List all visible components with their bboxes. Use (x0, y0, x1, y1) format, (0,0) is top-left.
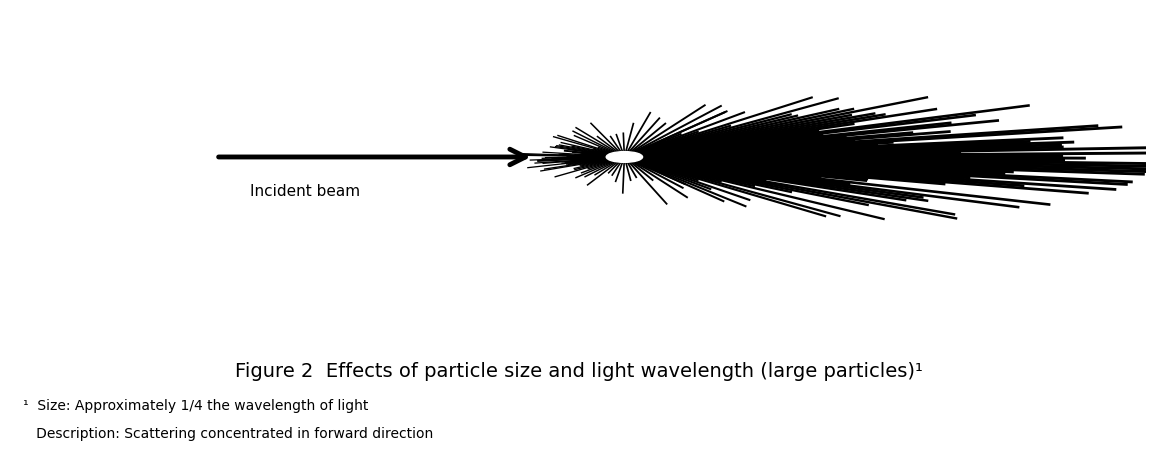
Text: Figure 2  Effects of particle size and light wavelength (large particles)¹: Figure 2 Effects of particle size and li… (235, 362, 923, 381)
Text: Incident beam: Incident beam (250, 184, 360, 199)
Text: Description: Scattering concentrated in forward direction: Description: Scattering concentrated in … (23, 426, 433, 441)
Text: ¹  Size: Approximately 1/4 the wavelength of light: ¹ Size: Approximately 1/4 the wavelength… (23, 399, 368, 413)
Circle shape (607, 151, 643, 162)
